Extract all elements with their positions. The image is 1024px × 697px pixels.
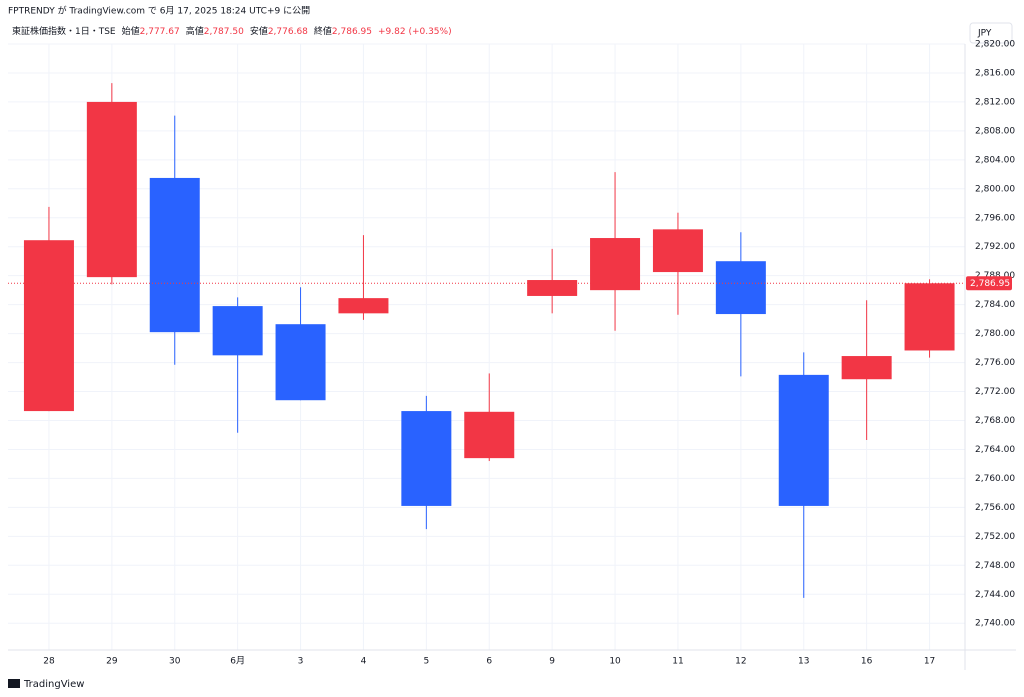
x-tick-label: 30	[169, 657, 181, 667]
y-tick-label: 2,764.00	[975, 445, 1015, 455]
candle-body	[86, 101, 137, 278]
y-tick-label: 2,804.00	[975, 155, 1015, 165]
candle-body	[715, 261, 766, 315]
legend: 東証株価指数・1日・TSE 始値2,777.67 高値2,787.50 安値2,776…	[12, 25, 452, 37]
y-tick-label: 2,776.00	[975, 358, 1015, 368]
candle-body	[275, 324, 326, 401]
y-tick-label: 2,752.00	[975, 532, 1015, 542]
y-tick-label: 2,780.00	[975, 329, 1015, 339]
y-tick-label: 2,740.00	[975, 619, 1015, 629]
legend-value: 2,776.68	[268, 27, 308, 37]
x-tick-label: 13	[798, 657, 809, 667]
y-tick-label: 2,812.00	[975, 97, 1015, 107]
x-tick-label: 3	[298, 657, 304, 667]
candle-body	[841, 356, 892, 380]
x-tick-label: 12	[735, 657, 746, 667]
x-tick-label: 4	[361, 657, 367, 667]
y-tick-label: 2,808.00	[975, 126, 1015, 136]
x-tick-label: 17	[924, 657, 935, 667]
y-tick-label: 2,792.00	[975, 242, 1015, 252]
legend-label: 終値	[314, 25, 332, 37]
y-tick-label: 2,756.00	[975, 503, 1015, 513]
currency: JPY	[977, 29, 992, 39]
x-tick-label: 6月	[230, 656, 245, 667]
y-tick-label: 2,772.00	[975, 387, 1015, 397]
candle-body	[590, 238, 641, 291]
legend-value: 2,777.67	[140, 27, 180, 37]
candle-body	[778, 374, 829, 506]
y-tick-label: 2,760.00	[975, 474, 1015, 484]
legend-label: 高値	[186, 25, 204, 37]
y-tick-label: 2,816.00	[975, 68, 1015, 78]
candle-body	[464, 411, 515, 459]
y-tick-label: 2,768.00	[975, 416, 1015, 426]
candle-body	[401, 411, 452, 506]
x-tick-label: 5	[423, 657, 429, 667]
x-tick-label: 6	[486, 657, 492, 667]
candle-body	[527, 280, 578, 296]
legend-change: +9.82 (+0.35%)	[378, 27, 452, 37]
x-tick-label: 9	[549, 657, 555, 667]
legend-label: 安値	[250, 25, 268, 37]
y-tick-label: 2,784.00	[975, 300, 1015, 310]
last-price-label: 2,786.95	[970, 279, 1010, 289]
y-tick-label: 2,800.00	[975, 184, 1015, 194]
legend-label: 始値	[122, 25, 140, 37]
y-tick-label: 2,744.00	[975, 590, 1015, 600]
legend-value: 2,786.95	[332, 27, 372, 37]
y-tick-label: 2,748.00	[975, 561, 1015, 571]
legend-symbol: 東証株価指数・1日・TSE	[12, 25, 116, 37]
publish-note: FPTRENDY が TradingView.com で 6月 17, 2025…	[8, 5, 310, 17]
x-tick-label: 29	[106, 657, 118, 667]
candle-body	[652, 229, 703, 273]
x-tick-label: 10	[609, 657, 621, 667]
x-tick-label: 11	[672, 657, 683, 667]
legend-value: 2,787.50	[204, 27, 244, 37]
currency-box	[969, 22, 1013, 44]
y-tick-label: 2,820.00	[975, 40, 1015, 50]
x-tick-label: 16	[861, 657, 873, 667]
candle-body	[23, 240, 74, 412]
last-price-tag	[966, 276, 1012, 291]
candle-body	[212, 306, 263, 356]
y-tick-label: 2,796.00	[975, 213, 1015, 223]
y-tick-label: 2,788.00	[975, 271, 1015, 281]
candle-body	[149, 177, 200, 333]
candle-body	[338, 298, 389, 314]
logo	[8, 679, 20, 688]
candle-body	[904, 283, 955, 351]
brand: TradingView	[23, 679, 84, 690]
x-tick-label: 28	[43, 657, 55, 667]
